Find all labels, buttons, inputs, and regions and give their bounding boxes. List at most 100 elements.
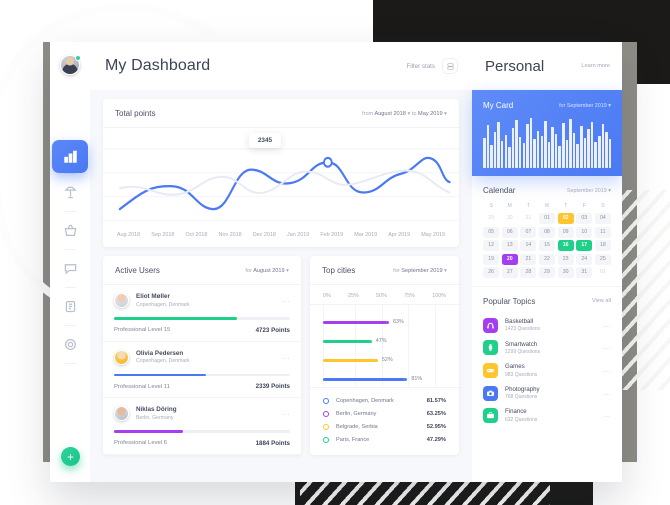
period-prefix: for <box>393 267 400 274</box>
lamp-icon <box>63 186 77 199</box>
mini-bar <box>554 133 558 168</box>
my-card-period[interactable]: for September 2019 ▾ <box>559 102 611 109</box>
calendar-day[interactable]: 17 <box>576 240 593 252</box>
calendar-day[interactable]: 15 <box>538 240 556 252</box>
user-identity: Olivia Pedersen Copenhagen, Denmark <box>136 350 282 365</box>
calendar-weekday: W <box>544 203 550 209</box>
calendar-day[interactable]: 25 <box>594 253 611 265</box>
calendar-day[interactable]: 09 <box>557 226 574 238</box>
mini-bar <box>500 140 504 168</box>
scale-tick: 75% <box>404 293 415 299</box>
row-menu-icon[interactable]: ... <box>603 389 611 397</box>
calendar-day[interactable]: 29 <box>538 266 556 278</box>
sidebar-item-messages[interactable] <box>50 250 90 287</box>
top-cities-period[interactable]: for September 2019 ▾ <box>393 267 447 274</box>
calendar-day[interactable]: 31 <box>576 266 593 278</box>
calendar-day[interactable]: 05 <box>483 226 500 238</box>
row-menu-icon[interactable]: ... <box>603 412 611 420</box>
bar-row: 52% <box>323 357 446 363</box>
calendar-month[interactable]: September 2019 ▾ <box>566 187 611 194</box>
calendar-weekday: S <box>489 203 493 209</box>
sidebar-item-lamp[interactable] <box>50 174 90 211</box>
calendar-day[interactable]: 14 <box>520 240 537 252</box>
calendar-day[interactable]: 10 <box>576 226 593 238</box>
list-item[interactable]: Finance 632 Questions ... <box>483 404 611 427</box>
row-menu-icon[interactable]: ... <box>603 366 611 374</box>
x-tick: Feb 2019 <box>320 232 344 238</box>
row-menu-icon[interactable]: ... <box>282 410 290 418</box>
sidebar-item-analytics[interactable] <box>52 140 88 173</box>
my-card-bar-chart <box>483 118 612 168</box>
legend-item[interactable]: Belgrade, Serbia 52.95% <box>323 421 446 434</box>
calendar-day[interactable]: 26 <box>483 266 500 278</box>
topic-icon-tile <box>483 362 498 378</box>
legend-marker-icon <box>323 398 329 405</box>
calendar-day[interactable]: 12 <box>483 240 500 252</box>
list-item[interactable]: Olivia Pedersen Copenhagen, Denmark ... … <box>103 342 301 399</box>
calendar-day[interactable]: 01 <box>599 268 606 275</box>
filter-icon <box>446 62 454 70</box>
topic-text: Basketball 1423 Questions <box>505 318 603 332</box>
calendar-day[interactable]: 27 <box>501 266 518 278</box>
legend-item[interactable]: Berlin, Germany 63.25% <box>323 408 446 421</box>
calendar-day[interactable]: 30 <box>557 266 574 278</box>
calendar-day[interactable]: 20 <box>501 253 518 265</box>
calendar-day[interactable]: 16 <box>557 240 574 252</box>
calendar-day[interactable]: 30 <box>506 215 513 222</box>
sidebar-item-basket[interactable] <box>50 212 90 249</box>
row-menu-icon[interactable]: ... <box>603 344 611 352</box>
calendar-day[interactable]: 18 <box>594 240 611 252</box>
calendar-day[interactable]: 29 <box>488 215 494 222</box>
list-item[interactable]: Eliot Møller Copenhagen, Denmark ... Pro… <box>103 285 301 342</box>
topic-text: Finance 632 Questions <box>505 408 603 422</box>
list-item[interactable]: Games 983 Questions ... <box>483 359 611 382</box>
x-tick: May 2019 <box>421 232 445 238</box>
calendar-day[interactable]: 19 <box>483 253 500 265</box>
user-level: Professional Level 15 <box>114 327 171 334</box>
row-menu-icon[interactable]: ... <box>282 297 290 304</box>
row-menu-icon[interactable]: ... <box>603 321 611 329</box>
legend-item[interactable]: Copenhagen, Denmark 81.57% <box>323 395 446 408</box>
add-button[interactable]: + <box>61 447 80 466</box>
user-level: Professional Level 6 <box>114 440 168 447</box>
sidebar-item-settings[interactable] <box>50 326 90 363</box>
calendar-day[interactable]: 06 <box>501 226 518 238</box>
calendar-day[interactable]: 02 <box>557 213 574 225</box>
calendar-day[interactable]: 13 <box>501 240 518 252</box>
calendar-day[interactable]: 04 <box>594 213 611 225</box>
calendar-day[interactable]: 07 <box>520 226 537 238</box>
filter-button[interactable] <box>442 58 458 74</box>
legend-item[interactable]: Paris, France 47.29% <box>323 433 446 446</box>
user-name: Olivia Pedersen <box>136 349 184 357</box>
popular-topics-title: Popular Topics <box>483 296 536 306</box>
calendar-day[interactable]: 21 <box>520 253 537 265</box>
learn-more-link[interactable]: Learn more <box>581 63 610 69</box>
list-item[interactable]: Smartwatch 1299 Questions ... <box>483 337 611 360</box>
calendar-day[interactable]: 31 <box>525 215 532 222</box>
calendar-day[interactable]: 23 <box>557 253 574 265</box>
user-footer: Professional Level 11 2339 Points <box>114 383 290 390</box>
user-location: Berlin, Germany <box>136 414 174 421</box>
period-prefix: for <box>245 267 252 274</box>
list-item[interactable]: Basketball 1423 Questions ... <box>483 314 611 337</box>
avatar[interactable] <box>60 55 81 75</box>
legend-label: Belgrade, Serbia <box>336 423 378 430</box>
calendar-day[interactable]: 03 <box>576 213 593 225</box>
calendar-day[interactable]: 24 <box>576 253 593 265</box>
calendar-day[interactable]: 01 <box>538 213 556 225</box>
mini-bar <box>590 122 594 168</box>
calendar-day[interactable]: 22 <box>538 253 556 265</box>
calendar-day[interactable]: 11 <box>594 226 611 238</box>
mini-bar <box>601 124 605 168</box>
total-points-range[interactable]: from August 2018 ▾ to May 2019 ▾ <box>362 110 447 117</box>
mini-bar <box>508 147 511 168</box>
active-users-period[interactable]: for August 2019 ▾ <box>245 267 289 274</box>
legend-label: Copenhagen, Denmark <box>336 398 394 405</box>
sidebar-item-clipboard[interactable] <box>50 288 90 325</box>
list-item[interactable]: Niklas Döring Berlin, Germany ... Profes… <box>103 398 301 455</box>
calendar-day[interactable]: 08 <box>538 226 556 238</box>
view-all-link[interactable]: View all <box>591 298 611 305</box>
list-item[interactable]: Photography 768 Questions ... <box>483 382 611 405</box>
row-menu-icon[interactable]: ... <box>282 353 290 361</box>
calendar-day[interactable]: 28 <box>520 266 537 278</box>
